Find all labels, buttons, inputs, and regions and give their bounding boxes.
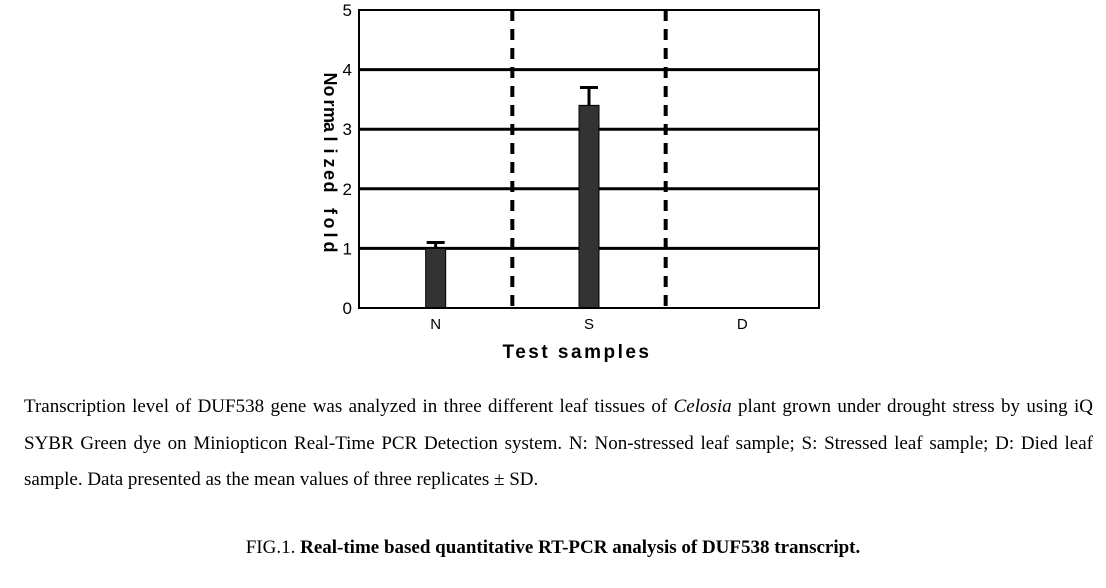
y-label-char: l	[320, 232, 340, 237]
y-tick-label: 5	[343, 1, 352, 20]
y-label-char: l	[320, 136, 340, 141]
x-tick-label: N	[430, 316, 441, 333]
y-label-char: N	[320, 73, 340, 86]
y-label-char: e	[320, 170, 340, 180]
x-axis-label: Test samples	[503, 342, 652, 363]
y-label-char: m	[320, 107, 340, 123]
bar-S	[578, 104, 600, 309]
y-label-char: f	[320, 208, 340, 215]
y-label-char: i	[320, 148, 340, 153]
caption-text-1: Transcription level of DUF538 gene was a…	[24, 396, 674, 417]
y-tick-label: 0	[343, 299, 352, 318]
y-label-char: a	[320, 122, 340, 133]
figure-title: FIG.1. Real-time based quantitative RT-P…	[0, 537, 1106, 559]
y-label-char: d	[320, 242, 340, 253]
y-tick-label: 1	[343, 239, 352, 258]
y-tick-labels: 0 1 2 3 4 5	[343, 1, 352, 318]
y-label-char: o	[320, 218, 340, 229]
y-tick-label: 4	[343, 61, 352, 80]
caption-text-2: plant grown under drought stress by usin…	[24, 396, 1093, 490]
y-label-char: d	[320, 182, 340, 193]
y-tick-label: 2	[343, 180, 352, 199]
y-label-char: z	[320, 159, 340, 168]
group-separators	[510, 10, 668, 308]
y-tick-label: 3	[343, 120, 352, 139]
plot-frame	[358, 9, 820, 309]
y-label-char: r	[320, 99, 340, 106]
species-name: Celosia	[673, 396, 732, 417]
figure-label: FIG.1.	[245, 537, 301, 558]
figure-caption: Transcription level of DUF538 gene was a…	[24, 389, 1093, 499]
bar-N	[425, 247, 447, 309]
error-bars	[426, 85, 598, 249]
x-tick-label: S	[584, 316, 594, 333]
y-label-char: o	[320, 86, 340, 97]
figure-title-text: Real-time based quantitative RT-PCR anal…	[300, 537, 861, 558]
x-tick-label: D	[737, 316, 748, 333]
